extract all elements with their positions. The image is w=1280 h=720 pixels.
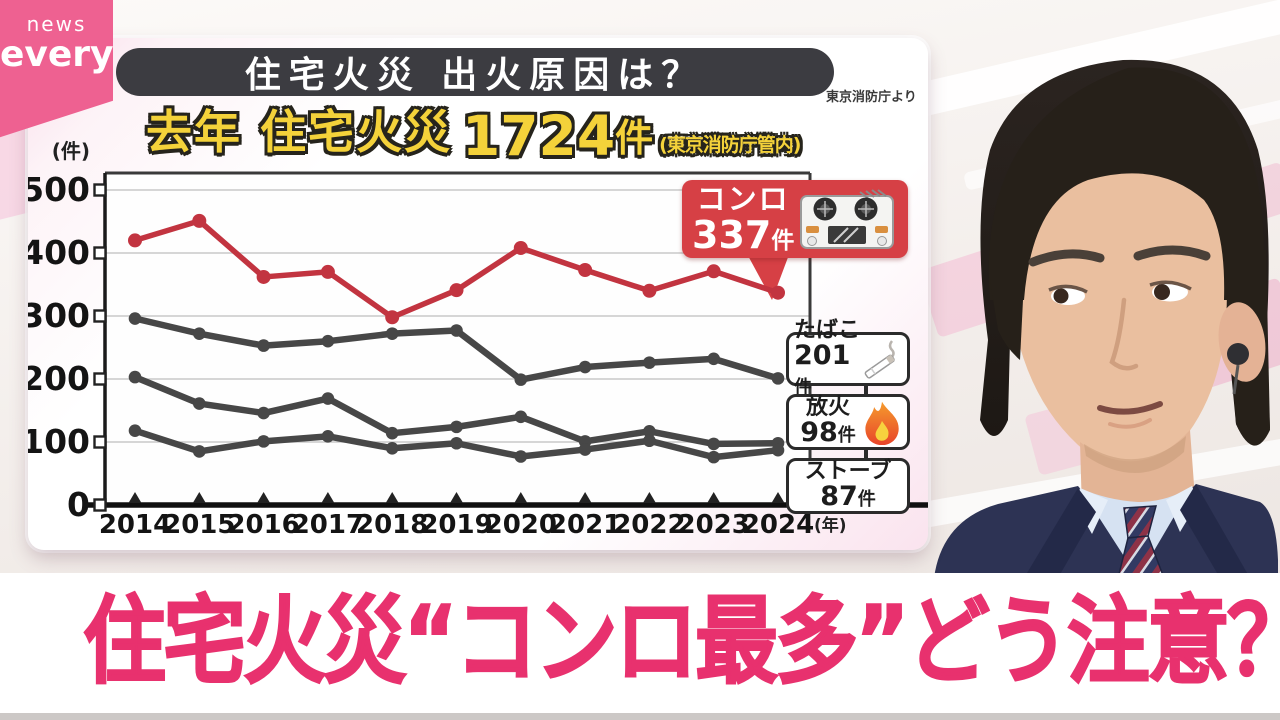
infographic-panel: 0 100 200 300 400 500 (件) 2014 2015 2016 2017 2018 2… [28,38,928,550]
svg-text:300: 300 [28,296,90,335]
subtitle-count-unit: 件 [615,116,654,160]
svg-text:0: 0 [67,485,90,524]
svg-text:2019: 2019 [420,510,492,540]
svg-text:2015: 2015 [163,510,235,540]
svg-text:(年): (年) [814,515,847,536]
legend-label: 放火 [805,395,850,421]
news-anchor [934,59,1278,578]
panel-title-text: 住宅火災 出火原因は？ [244,55,706,96]
cigarette-icon [862,337,902,381]
panel-title: 住宅火災 出火原因は？ [116,48,834,96]
legend-heater: ストーブ 87件 [786,458,910,514]
subtitle-note: (東京消防庁管内) [659,134,801,156]
svg-text:2020: 2020 [485,510,557,540]
legend-label: たばこ [794,318,861,344]
headline-banner: 住宅火災“コンロ最多”どう注意？ [0,573,1280,720]
series-ストーブ [128,424,785,464]
legend-arson: 放火 98件 [786,394,910,450]
bottom-strip [0,713,1280,720]
callout-label: コンロ [696,181,790,216]
source-note: 東京消防庁より [826,90,917,105]
stove-icon [798,186,896,252]
legend-label: ストーブ [804,459,892,485]
svg-text:2017: 2017 [292,510,364,540]
legend-value: 87件 [820,481,876,513]
flame-icon [862,400,902,446]
series-たばこ [128,312,785,386]
svg-text:2021: 2021 [549,510,621,540]
svg-text:2023: 2023 [678,510,750,540]
legend-value: 201件 [794,340,851,398]
anchor-figure [934,59,1278,578]
konro-callout: コンロ 337件 [682,180,908,258]
legend-value: 98件 [800,417,856,449]
logo-line1: news [26,12,87,36]
series-コンロ [128,213,785,325]
svg-text:(件): (件) [52,139,90,163]
svg-text:2018: 2018 [356,510,428,540]
svg-text:500: 500 [28,170,90,209]
svg-text:2022: 2022 [613,510,685,540]
svg-text:100: 100 [28,422,90,461]
subtitle-prefix: 去年 住宅火災 [146,105,453,159]
svg-text:2024: 2024 [742,510,814,540]
subtitle-count: 1724 [462,103,616,168]
svg-text:200: 200 [28,359,90,398]
svg-text:2016: 2016 [227,510,299,540]
headline-text: 住宅火災“コンロ最多”どう注意？ [82,586,1280,698]
svg-text:2014: 2014 [99,510,171,540]
legend-tobacco: たばこ 201件 [786,319,910,396]
callout-value: 337件 [692,212,795,257]
earpiece-icon [1227,343,1249,365]
logo-line2: every. [0,34,124,75]
svg-text:400: 400 [28,233,90,272]
panel-subtitle: 去年 住宅火災 1724 件 (東京消防庁管内) [146,98,801,168]
